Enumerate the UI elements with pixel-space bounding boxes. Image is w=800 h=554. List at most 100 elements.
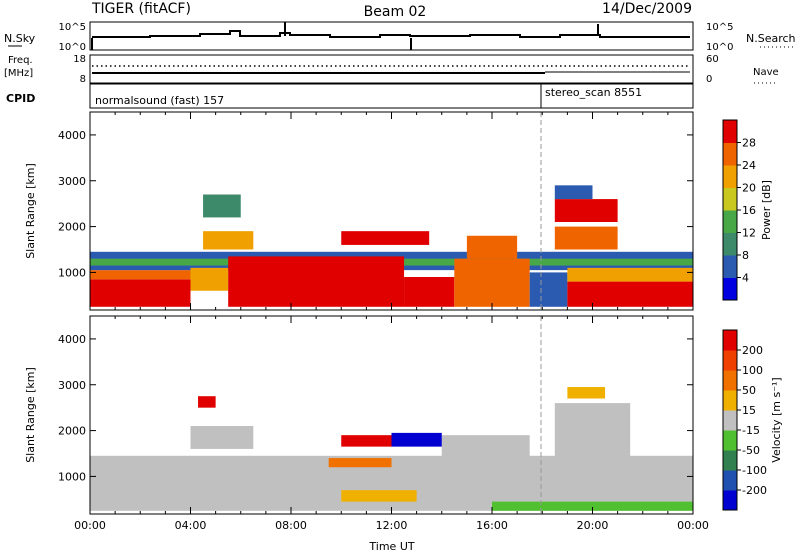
velocity-colorbar-label: Velocity [m s⁻¹]: [770, 377, 783, 462]
colorbar-tick-label: 28: [742, 137, 756, 150]
x-tick-label: 12:00: [376, 519, 408, 532]
data-region: [567, 281, 693, 307]
freq-frame: [89, 54, 694, 84]
colorbar-band: [723, 490, 737, 511]
colorbar-tick-label: -50: [742, 444, 760, 457]
nsky-label: N.Sky: [4, 32, 36, 45]
cpid-label: CPID: [6, 92, 35, 105]
colorbar-band: [723, 330, 737, 351]
power-colorbar-ticks: 4 8 12 16 20 24 28: [737, 137, 756, 285]
y-tick-label: 3000: [58, 379, 86, 392]
data-region: [328, 458, 392, 468]
x-tick-label: 08:00: [275, 519, 307, 532]
data-region: [404, 277, 455, 307]
freq-unit-label: [MHz]: [4, 68, 33, 79]
data-region: [454, 258, 530, 307]
data-region: [567, 267, 693, 282]
data-region: [198, 396, 216, 408]
y-tick-label: 4000: [58, 333, 86, 346]
colorbar-tick-label: 20: [742, 182, 756, 195]
colorbar-band: [723, 232, 737, 256]
nsky-tick-top: 10^5: [59, 22, 86, 33]
y-tick-label: 3000: [58, 175, 86, 188]
beam-label: Beam 02: [364, 4, 427, 20]
data-region: [203, 231, 254, 250]
data-region: [554, 199, 618, 222]
power-colorbar: 4 8 12 16 20 24 28 Power [dB]: [722, 119, 773, 301]
cpid-segment-label: stereo_scan 8551: [545, 86, 642, 99]
data-region: [529, 272, 568, 307]
x-tick-label: 00:00: [74, 519, 106, 532]
colorbar-band: [723, 277, 737, 301]
y-tick-label: 4000: [58, 129, 86, 142]
data-region: [466, 235, 518, 259]
date-label: 14/Dec/2009: [602, 1, 692, 17]
data-region: [90, 279, 191, 307]
colorbar-band: [723, 390, 737, 411]
colorbar-band: [723, 142, 737, 166]
colorbar-tick-label: -200: [742, 484, 767, 497]
colorbar-band: [723, 350, 737, 371]
velocity-y-axis-label: Slant Range [km]: [24, 367, 37, 463]
x-tick-label: 20:00: [577, 519, 609, 532]
freq-label: Freq.: [8, 55, 33, 66]
velocity-colorbar-bands: [723, 330, 737, 511]
colorbar-band: [723, 450, 737, 471]
nave-label: Nave: [753, 67, 779, 78]
nsky-tick-bottom: 10^0: [59, 42, 86, 53]
time-axis-label: Time UT: [368, 540, 414, 553]
power-y-axis: 1000 2000 3000 4000: [58, 129, 693, 279]
cpid-panel: CPID normalsound (fast) 157 stereo_scan …: [6, 83, 694, 109]
nave-tick-bottom: 0: [706, 74, 712, 85]
power-x-axis: [89, 112, 694, 310]
data-region: [341, 231, 430, 245]
colorbar-tick-label: 100: [742, 364, 763, 377]
y-tick-label: 1000: [58, 266, 86, 279]
nave-tick-top: 60: [706, 54, 719, 65]
data-region: [90, 270, 216, 280]
power-panel: 1000 2000 3000 4000 Slant Range [km]: [24, 111, 694, 311]
data-region: [228, 256, 405, 307]
data-region: [554, 403, 631, 459]
colorbar-band: [723, 165, 737, 188]
data-region: [554, 185, 593, 200]
velocity-x-axis: 00:00 04:00 08:00 12:00 16:00 20:00 00:00: [74, 316, 709, 532]
colorbar-band: [723, 470, 737, 491]
power-y-axis-label: Slant Range [km]: [24, 163, 37, 259]
velocity-y-axis: 1000 2000 3000 4000: [58, 333, 693, 483]
power-data-layer: [90, 185, 693, 307]
velocity-data-layer: [90, 387, 693, 511]
colorbar-tick-label: 50: [742, 384, 756, 397]
data-region: [341, 490, 417, 502]
y-tick-label: 2000: [58, 221, 86, 234]
colorbar-band: [723, 430, 737, 451]
colorbar-tick-label: -100: [742, 464, 767, 477]
freq-panel: Freq. [MHz] 18 8 60 0 Nave: [4, 54, 779, 85]
data-region: [341, 435, 392, 447]
data-region: [492, 501, 693, 511]
power-colorbar-label: Power [dB]: [760, 180, 773, 240]
data-region: [567, 387, 606, 399]
nsearch-tick-top: 10^5: [706, 22, 733, 33]
data-region: [441, 435, 530, 463]
station-title: TIGER (fitACF): [91, 1, 191, 17]
nsky-frame: [89, 21, 694, 51]
data-region: [203, 194, 241, 218]
nsearch-tick-bottom: 10^0: [706, 42, 733, 53]
data-region: [190, 426, 254, 449]
colorbar-tick-label: 24: [742, 159, 756, 172]
velocity-colorbar-ticks: 200 100 50 15 -15 -50 -100 -200: [737, 344, 767, 497]
x-tick-label: 04:00: [175, 519, 207, 532]
y-tick-label: 2000: [58, 425, 86, 438]
colorbar-tick-label: 200: [742, 344, 763, 357]
colorbar-tick-label: 8: [742, 249, 749, 262]
nsky-panel: N.Sky 10^5 10^0 10^5 10^0 N.Search: [4, 21, 796, 53]
cpid-segment-label: normalsound (fast) 157: [95, 94, 224, 107]
colorbar-band: [723, 370, 737, 391]
colorbar-band: [723, 120, 737, 143]
nsky-trace: [92, 30, 690, 38]
colorbar-band: [723, 255, 737, 278]
colorbar-tick-label: 16: [742, 204, 756, 217]
x-tick-label: 00:00: [677, 519, 709, 532]
